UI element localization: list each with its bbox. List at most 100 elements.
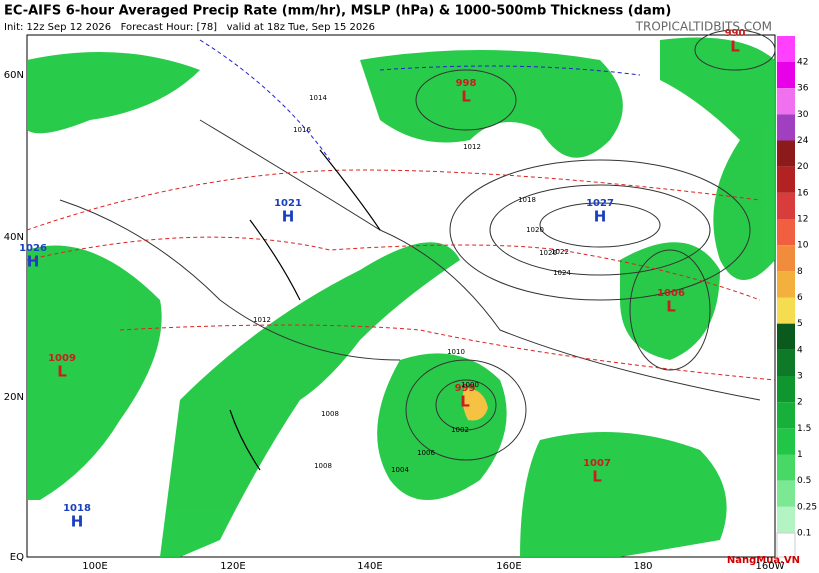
colorbar-swatch — [777, 376, 795, 403]
isobar-label: 1008 — [314, 462, 332, 470]
pressure-value: 1026 — [19, 243, 47, 254]
colorbar-swatch — [776, 532, 796, 558]
isobar-label: 1026 — [539, 249, 557, 257]
longitude-label: 140E — [357, 561, 382, 572]
colorbar-label: 8 — [797, 267, 803, 277]
precip-blob — [27, 245, 162, 500]
isobar — [415, 69, 517, 131]
isobar — [694, 29, 776, 71]
colorbar-label: 1 — [797, 450, 803, 460]
colorbar-swatch — [777, 114, 795, 141]
colorbar-swatch — [777, 192, 795, 219]
isobar — [199, 119, 761, 401]
longitude-label: 120E — [220, 561, 245, 572]
longitude-label: 160W — [756, 561, 785, 572]
isobar-label: 1024 — [553, 269, 571, 277]
title: EC-AIFS 6-hour Averaged Precip Rate (mm/… — [4, 4, 671, 19]
pressure-value: 999 — [455, 383, 476, 394]
pressure-letter: L — [592, 468, 602, 486]
coastline — [229, 149, 381, 471]
isobar-label: 1018 — [518, 196, 536, 204]
colorbar-swatch — [777, 297, 795, 324]
colorbar-swatch — [777, 506, 795, 533]
colorbar-label: 20 — [797, 162, 809, 172]
colorbar-label: 2 — [797, 398, 803, 408]
longitude-label: 160E — [496, 561, 521, 572]
pressure-letter: H — [71, 513, 84, 531]
isobar-label: 1004 — [391, 466, 409, 474]
colorbar-label: 0.25 — [797, 502, 817, 512]
colorbar-label: 16 — [797, 188, 809, 198]
isobar — [489, 184, 711, 276]
colorbar-label: 1.5 — [797, 424, 811, 434]
pressure-value: 1027 — [586, 198, 614, 209]
pressure-value: 1009 — [48, 353, 76, 364]
colorbar-label: 3 — [797, 372, 803, 382]
precip-blob — [360, 50, 623, 158]
colorbar-label: 12 — [797, 215, 808, 225]
colorbar-label: 0.5 — [797, 476, 811, 486]
colorbar-label: 5 — [797, 319, 803, 329]
isobar-label: 1002 — [451, 426, 469, 434]
isobar — [59, 199, 401, 361]
colorbar: 42 36 30 24 20 16 12 10 8 6 5 4 3 2 1.5 1 0.5 0.25 0.1 — [776, 36, 817, 558]
colorbar-label: 24 — [797, 136, 809, 146]
isobar-label: 1012 — [253, 316, 271, 324]
pressure-letter: L — [730, 38, 740, 56]
precip-blob — [520, 432, 727, 557]
colorbar-swatch — [777, 140, 795, 167]
pressure-value: 990 — [725, 28, 746, 39]
isobar — [449, 159, 751, 301]
isobar-label: 1020 — [526, 226, 544, 234]
heavy-precip — [462, 388, 488, 421]
watermark: NangMua.VN — [727, 555, 800, 566]
thickness-lines-cold — [199, 39, 641, 161]
latitude-label: EQ — [10, 552, 24, 563]
colorbar-label: 4 — [797, 345, 803, 355]
isobar-label: 1022 — [551, 248, 569, 256]
isobar-label: 1014 — [309, 94, 327, 102]
precip-areas — [27, 37, 775, 557]
isobars — [59, 29, 776, 461]
map-area — [26, 29, 776, 558]
colorbar-swatch — [777, 271, 795, 298]
latitude-label: 40N — [4, 232, 24, 243]
colorbar-swatch — [777, 245, 795, 272]
colorbar-label: 10 — [797, 241, 809, 251]
pressure-letter: H — [282, 208, 295, 226]
pressure-letter: L — [461, 88, 471, 106]
latitude-label: 20N — [4, 392, 24, 403]
subtitle: Init: 12z Sep 12 2026 Forecast Hour: [78… — [4, 22, 375, 33]
pressure-letter: L — [460, 393, 470, 411]
colorbar-label: 42 — [797, 58, 808, 68]
isobar — [405, 359, 527, 461]
pressure-value: 1021 — [274, 198, 302, 209]
colorbar-swatch — [777, 349, 795, 376]
precip-blob — [27, 52, 200, 134]
isobar — [629, 249, 711, 371]
pressure-letter: H — [27, 253, 40, 271]
colorbar-swatch — [777, 62, 795, 89]
colorbar-label: 0.1 — [797, 529, 811, 539]
isobar-label: 1010 — [447, 348, 465, 356]
colorbar-swatch — [777, 323, 795, 350]
pressure-letter: L — [666, 298, 676, 316]
longitude-label: 100E — [82, 561, 107, 572]
pressure-value: 998 — [456, 78, 477, 89]
colorbar-swatch — [777, 454, 795, 481]
colorbar-swatch — [777, 428, 795, 455]
colorbar-swatch — [777, 480, 795, 507]
colorbar-label: 30 — [797, 110, 809, 120]
pressure-value: 1007 — [583, 458, 611, 469]
colorbar-swatch — [777, 36, 795, 62]
colorbar-swatch — [777, 219, 795, 246]
colorbar-swatch — [777, 166, 795, 193]
pressure-letter: H — [594, 208, 607, 226]
isobar — [435, 379, 497, 431]
pressure-letter: L — [57, 363, 67, 381]
isobar-label: 1006 — [417, 449, 435, 457]
isobar — [539, 202, 661, 248]
colorbar-swatch — [777, 402, 795, 429]
pressure-value: 1006 — [657, 288, 685, 299]
